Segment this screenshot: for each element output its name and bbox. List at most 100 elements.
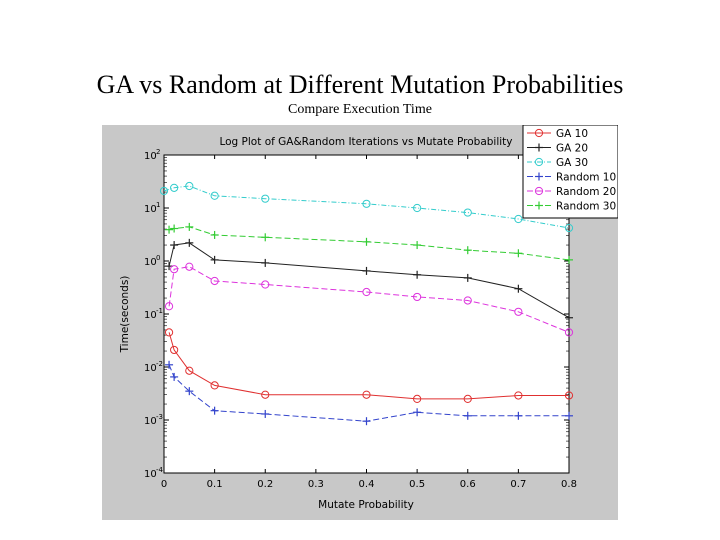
- data-point-random-20: [210, 276, 219, 286]
- x-tick-label: 0.6: [460, 479, 476, 490]
- data-point-ga-30: [261, 194, 270, 203]
- data-point-random-30: [185, 222, 194, 231]
- data-point-ga-30: [463, 208, 472, 217]
- legend-label-ga-20: GA 20: [556, 143, 588, 155]
- data-point-random-30: [565, 255, 573, 264]
- data-point-ga-30: [514, 214, 523, 224]
- series-random-30: [165, 222, 573, 264]
- series-line-random-20: [168, 266, 570, 333]
- plot-area: [163, 154, 570, 474]
- data-point-ga-20: [565, 313, 573, 322]
- x-tick-label: 0.2: [257, 479, 273, 490]
- legend: GA 10 GA 20 GA 30 Random 10 Random 20 Random …: [522, 125, 618, 219]
- data-point-random-10: [463, 411, 472, 420]
- data-point-random-10: [185, 387, 194, 396]
- slide-subtitle: Compare Execution Time: [288, 102, 432, 117]
- data-point-ga-10: [463, 394, 472, 404]
- legend-marker-random-20: [534, 186, 544, 196]
- data-point-random-20: [463, 296, 472, 305]
- data-point-ga-10: [261, 390, 270, 399]
- series-layer: [159, 181, 574, 426]
- series-line-random-10: [168, 364, 569, 422]
- data-point-random-20: [564, 328, 574, 337]
- y-tick-label-exponent: 1: [156, 201, 160, 209]
- y-tick-label-base: 10: [144, 257, 157, 268]
- data-point-ga-30: [362, 199, 371, 208]
- series-line-ga-10: [168, 332, 569, 400]
- data-point-random-30: [165, 225, 174, 234]
- y-tick-label-base: 10: [144, 204, 157, 215]
- legend-label-random-30: Random 30: [556, 201, 616, 213]
- legend-marker-random-30: [535, 201, 543, 210]
- legend-marker-random-10: [535, 172, 543, 181]
- series-ga-30: [159, 181, 574, 233]
- data-point-ga-10: [164, 328, 174, 337]
- x-tick-label: 0.7: [510, 479, 526, 490]
- x-tick-label: 0.4: [359, 479, 375, 490]
- data-point-ga-20: [185, 238, 194, 247]
- x-tick-label: 0.1: [207, 479, 223, 490]
- data-point-ga-20: [463, 273, 472, 282]
- data-point-random-20: [413, 292, 422, 302]
- legend-marker-ga-30: [534, 157, 544, 167]
- data-point-random-10: [210, 406, 219, 415]
- data-point-ga-20: [514, 284, 523, 293]
- series-line-random-30: [168, 226, 570, 261]
- data-point-ga-10: [514, 391, 523, 400]
- data-point-ga-20: [413, 270, 422, 279]
- data-point-random-30: [261, 233, 270, 242]
- data-point-random-10: [170, 372, 179, 381]
- y-tick-label-exponent: 2: [156, 148, 160, 156]
- series-random-10: [165, 360, 573, 426]
- slide-title: GA vs Random at Different Mutation Proba…: [96, 70, 624, 99]
- data-point-ga-30: [170, 183, 179, 192]
- series-random-20: [164, 262, 574, 337]
- data-point-ga-30: [413, 203, 422, 213]
- data-point-random-10: [261, 409, 270, 418]
- legend-label-ga-10: GA 10: [556, 128, 588, 140]
- data-point-ga-20: [170, 241, 179, 250]
- y-tick-label-exponent: 0: [156, 254, 160, 262]
- y-tick-label-exponent: -2: [156, 360, 163, 368]
- y-tick-label-exponent: -3: [156, 413, 163, 421]
- x-tick-label: 0: [161, 479, 167, 490]
- chart-title: Log Plot of GA&Random Iterations vs Muta…: [219, 136, 512, 148]
- y-tick-label-base: 10: [144, 363, 157, 374]
- data-point-random-20: [261, 280, 270, 289]
- data-point-random-30: [514, 249, 523, 258]
- data-point-ga-10: [413, 394, 422, 404]
- y-tick-label-base: 10: [144, 416, 157, 427]
- series-ga-20: [165, 238, 573, 322]
- data-point-ga-30: [159, 186, 169, 196]
- y-axis-label: Time(seconds): [119, 276, 131, 354]
- chart: Log Plot of GA&Random Iterations vs Muta…: [102, 125, 618, 520]
- data-point-random-10: [565, 411, 573, 420]
- data-point-ga-10: [170, 345, 179, 355]
- data-point-ga-30: [210, 191, 219, 200]
- series-line-ga-30: [163, 185, 570, 229]
- data-point-ga-30: [185, 181, 194, 191]
- x-tick-label: 0.8: [561, 479, 577, 490]
- data-point-ga-10: [210, 381, 219, 390]
- data-point-random-20: [514, 307, 523, 316]
- data-point-random-30: [362, 237, 371, 246]
- data-point-ga-30: [564, 223, 574, 233]
- data-point-ga-20: [210, 255, 219, 264]
- data-point-random-30: [170, 224, 179, 233]
- data-point-random-20: [185, 262, 194, 271]
- legend-label-ga-30: GA 30: [556, 157, 588, 169]
- y-tick-label-exponent: -4: [156, 466, 164, 474]
- data-point-ga-20: [362, 266, 371, 275]
- y-tick-label-base: 10: [144, 469, 157, 480]
- data-point-ga-10: [362, 390, 371, 399]
- data-point-ga-20: [261, 258, 270, 267]
- data-point-random-30: [463, 246, 472, 255]
- legend-marker-ga-10: [534, 128, 544, 138]
- series-line-ga-20: [168, 242, 570, 319]
- x-tick-label: 0.5: [409, 479, 425, 490]
- legend-label-random-10: Random 10: [556, 172, 616, 184]
- data-point-random-20: [362, 287, 371, 297]
- series-ga-10: [164, 328, 574, 404]
- y-tick-label-base: 10: [144, 151, 157, 162]
- data-point-random-10: [413, 408, 422, 417]
